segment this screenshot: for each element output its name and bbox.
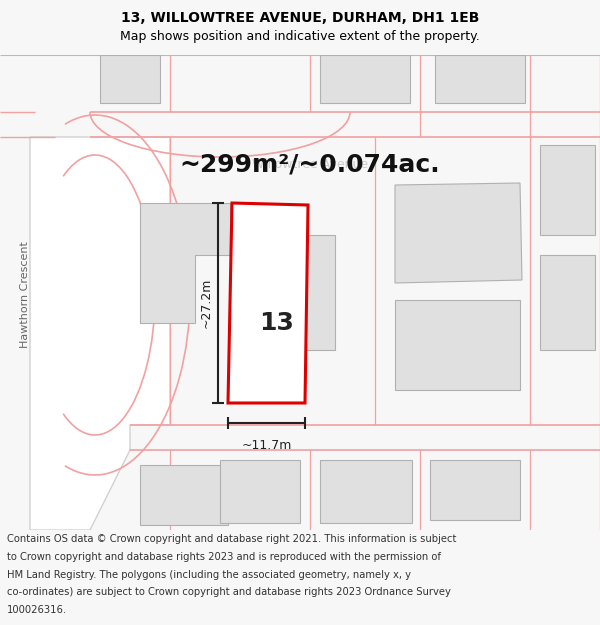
Text: ~11.7m: ~11.7m <box>241 439 292 452</box>
Polygon shape <box>320 460 412 523</box>
Text: Contains OS data © Crown copyright and database right 2021. This information is : Contains OS data © Crown copyright and d… <box>7 534 457 544</box>
Text: 13, WILLOWTREE AVENUE, DURHAM, DH1 1EB: 13, WILLOWTREE AVENUE, DURHAM, DH1 1EB <box>121 11 479 25</box>
Polygon shape <box>395 183 522 283</box>
Text: to Crown copyright and database rights 2023 and is reproduced with the permissio: to Crown copyright and database rights 2… <box>7 552 441 562</box>
Polygon shape <box>30 137 170 530</box>
Polygon shape <box>100 55 160 103</box>
Polygon shape <box>540 255 595 350</box>
Text: ~27.2m: ~27.2m <box>200 278 213 328</box>
Text: 100026316.: 100026316. <box>7 605 67 615</box>
Polygon shape <box>435 55 525 103</box>
Text: ~299m²/~0.074ac.: ~299m²/~0.074ac. <box>179 153 440 177</box>
Polygon shape <box>320 55 410 103</box>
Text: Willowtree Avenue: Willowtree Avenue <box>252 159 368 171</box>
Polygon shape <box>230 235 335 350</box>
Polygon shape <box>140 203 230 323</box>
Polygon shape <box>228 203 308 403</box>
Polygon shape <box>430 460 520 520</box>
Polygon shape <box>220 460 300 523</box>
Text: 13: 13 <box>259 311 294 335</box>
Polygon shape <box>395 300 520 390</box>
Polygon shape <box>540 145 595 235</box>
Text: HM Land Registry. The polygons (including the associated geometry, namely x, y: HM Land Registry. The polygons (includin… <box>7 569 411 579</box>
Text: Hawthorn Crescent: Hawthorn Crescent <box>20 241 30 349</box>
Text: Map shows position and indicative extent of the property.: Map shows position and indicative extent… <box>120 30 480 43</box>
Text: co-ordinates) are subject to Crown copyright and database rights 2023 Ordnance S: co-ordinates) are subject to Crown copyr… <box>7 588 451 598</box>
Polygon shape <box>140 465 228 525</box>
